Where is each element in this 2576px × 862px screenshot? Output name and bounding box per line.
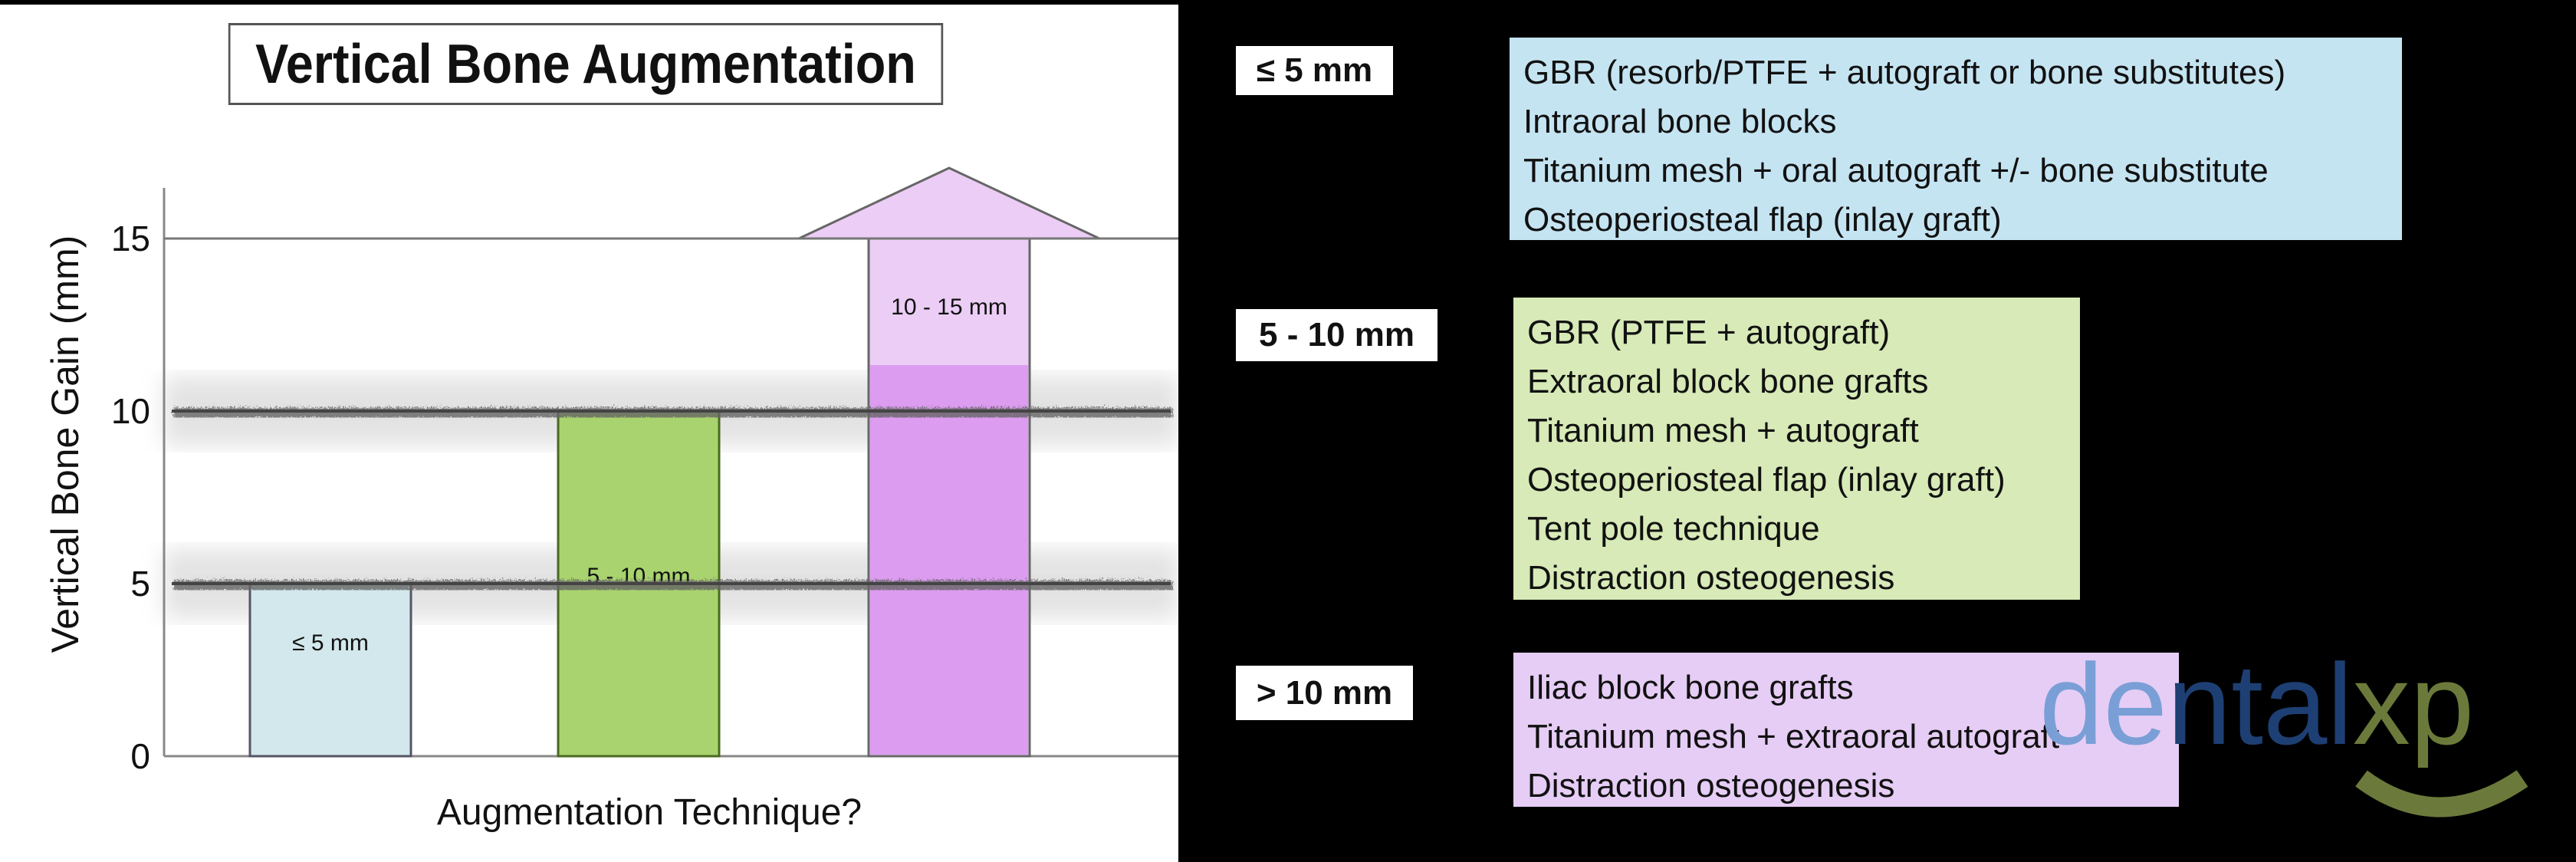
technique-item: Osteoperiosteal flap (inlay graft) xyxy=(1527,461,2006,498)
x-axis-label: Augmentation Technique? xyxy=(437,792,862,833)
technique-item: Tent pole technique xyxy=(1527,510,1820,548)
range-label-small: ≤ 5 mm xyxy=(1236,46,1393,95)
y-tick-label: 10 xyxy=(111,391,150,431)
logo-text: xp xyxy=(2353,644,2474,768)
technique-item: Extraoral block bone grafts xyxy=(1527,363,1929,400)
y-tick-label: 5 xyxy=(130,564,150,604)
technique-item: Distraction osteogenesis xyxy=(1527,767,1895,804)
technique-item: Titanium mesh + autograft xyxy=(1527,412,1919,449)
bar-label: ≤ 5 mm xyxy=(292,630,369,656)
smile-icon xyxy=(2355,770,2528,818)
technique-item: Titanium mesh + extraoral autograft xyxy=(1527,718,2060,755)
y-tick-label: 0 xyxy=(130,736,150,776)
technique-item: Intraoral bone blocks xyxy=(1523,103,1837,140)
bar-label: 10 - 15 mm xyxy=(891,294,1007,320)
bar-fill xyxy=(870,365,1028,755)
technique-list-large: Iliac block bone grafts Titanium mesh + e… xyxy=(1513,653,2179,807)
technique-item: GBR (PTFE + autograft) xyxy=(1527,314,1891,351)
logo-text: de xyxy=(2039,644,2167,768)
svg-text:dentalxp: dentalxp xyxy=(2039,644,2474,768)
dentalxp-logo: dentalxp xyxy=(2039,644,2528,818)
y-tick-label: 15 xyxy=(111,219,150,258)
technique-list-medium: GBR (PTFE + autograft) Extraoral block bo… xyxy=(1513,298,2080,600)
technique-item: Osteoperiosteal flap (inlay graft) xyxy=(1523,201,2002,239)
logo-text: ntal xyxy=(2167,644,2353,768)
technique-item: Titanium mesh + oral autograft +/- bone … xyxy=(1523,152,2269,189)
chart-title: Vertical Bone Augmentation xyxy=(228,23,944,105)
technique-list-small: GBR (resorb/PTFE + autograft or bone sub… xyxy=(1510,38,2402,240)
technique-item: Distraction osteogenesis xyxy=(1527,559,1895,597)
range-label-medium: 5 - 10 mm xyxy=(1236,309,1438,361)
technique-item: Iliac block bone grafts xyxy=(1527,669,1854,706)
y-axis-label: Vertical Bone Gain (mm) xyxy=(44,235,87,653)
technique-item: GBR (resorb/PTFE + autograft or bone sub… xyxy=(1523,54,2286,91)
bar xyxy=(248,582,412,758)
range-label-large: > 10 mm xyxy=(1236,666,1413,720)
